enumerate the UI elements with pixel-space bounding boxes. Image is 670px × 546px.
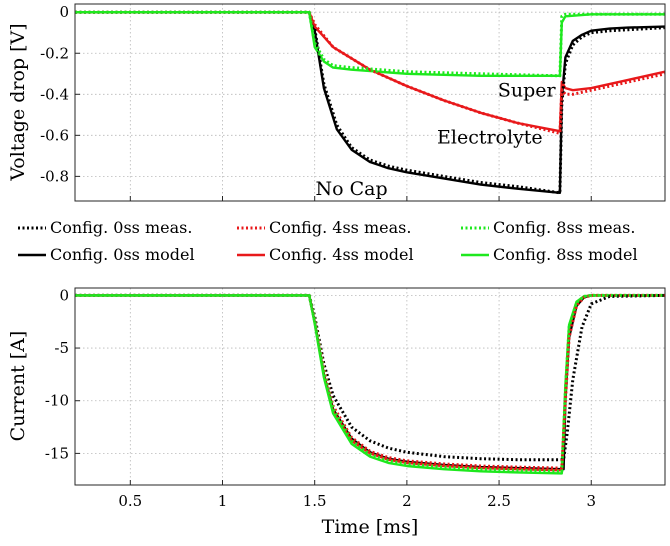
y-tick-label: 0: [59, 3, 69, 21]
x-tick-label: 3: [586, 492, 596, 510]
legend-label: Config. 0ss meas.: [50, 218, 192, 237]
legend: Config. 0ss meas. Config. 4ss meas. Config…: [18, 218, 638, 264]
y-tick-label: -0.6: [40, 126, 69, 144]
series-line: [75, 11, 666, 133]
y-tick-label: -5: [54, 339, 69, 357]
time-x-axis-label: Time [ms]: [322, 516, 419, 538]
voltage-y-axis-label: Voltage drop [V]: [7, 23, 29, 181]
x-tick-label: 0.5: [118, 492, 142, 510]
voltage-annotations: Super Electrolyte No Cap: [315, 79, 556, 200]
series-line: [75, 294, 665, 475]
y-tick-label: 0: [59, 286, 69, 304]
series-line: [75, 10, 665, 78]
y-tick-label: -0.2: [40, 44, 69, 62]
series-line: [75, 10, 666, 195]
current-y-axis-label: Current [A]: [7, 331, 29, 442]
voltage-tick-labels: 0 -0.2 -0.4 -0.6 -0.8: [40, 3, 69, 185]
x-tick-label: 1: [218, 492, 228, 510]
x-tick-label: 2: [402, 492, 412, 510]
series-line: [75, 293, 665, 470]
legend-label: Config. 4ss model: [269, 245, 414, 264]
series-line: [75, 10, 666, 135]
voltage-series: [75, 10, 666, 195]
y-tick-label: -10: [45, 392, 69, 410]
curve-annotation: No Cap: [315, 178, 387, 200]
current-series: [75, 293, 666, 475]
voltage-drop-panel: 0 -0.2 -0.4 -0.6 -0.8 Super Electrolyte No Cap…: [7, 3, 666, 202]
legend-label: Config. 0ss model: [50, 245, 195, 264]
curve-annotation: Super: [498, 79, 557, 101]
series-line: [75, 294, 665, 472]
x-tick-label: 2.5: [487, 492, 511, 510]
curve-annotation: Electrolyte: [437, 127, 543, 149]
x-tick-label: 1.5: [303, 492, 327, 510]
series-line: [75, 11, 665, 77]
series-line: [75, 11, 666, 194]
voltage-plot-frame: [74, 3, 666, 202]
series-line: [75, 293, 666, 462]
legend-label: Config. 4ss meas.: [269, 218, 411, 237]
current-plot-frame: [74, 287, 666, 486]
series-line: [75, 293, 665, 473]
current-panel: 0.5 1 1.5 2 2.5 3 0 -5 -10 -15 Current [A] Time […: [7, 286, 666, 538]
legend-label: Config. 8ss model: [493, 245, 638, 264]
series-line: [75, 294, 665, 471]
voltage-grid: [75, 4, 665, 201]
current-tick-labels: 0.5 1 1.5 2 2.5 3 0 -5 -10 -15: [45, 286, 596, 510]
y-tick-label: -0.8: [40, 167, 69, 185]
legend-label: Config. 8ss meas.: [493, 218, 635, 237]
y-tick-label: -0.4: [40, 85, 69, 103]
y-tick-label: -15: [45, 444, 69, 462]
